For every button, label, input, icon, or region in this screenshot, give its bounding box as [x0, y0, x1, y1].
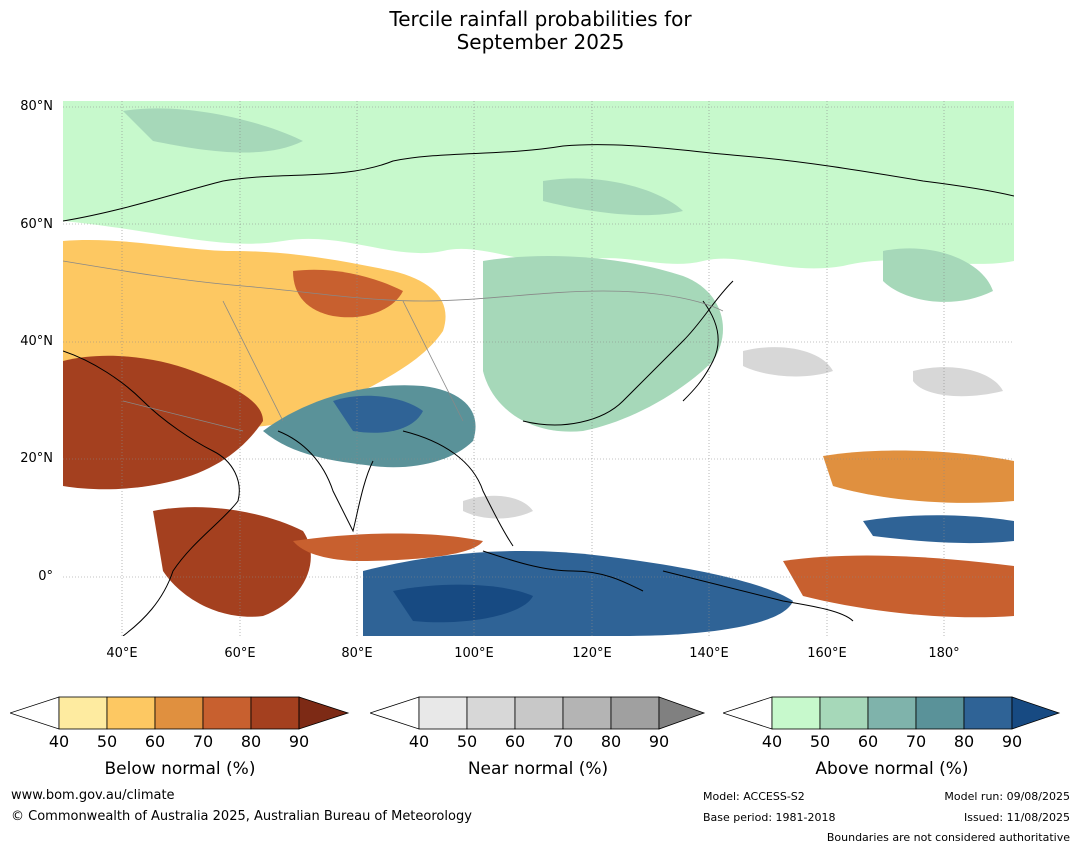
near-normal-swatch-1 — [418, 696, 468, 730]
below-normal-north-pacific — [823, 450, 1014, 503]
near-normal-title: Near normal (%) — [467, 759, 609, 779]
near-normal-patches — [463, 347, 1003, 519]
rainfall-probability-map — [63, 101, 1014, 636]
near-normal-swatch-3 — [514, 696, 564, 730]
above-normal-east-asia — [483, 256, 723, 432]
below-normal-swatch-3 — [154, 696, 204, 730]
colorbar-below-normal — [10, 696, 350, 730]
footer-model: Model: ACCESS-S2 — [703, 790, 805, 803]
lat-label-80n: 80°N — [20, 99, 53, 114]
lon-label-120e: 120°E — [572, 646, 612, 661]
lat-label-60n: 60°N — [20, 217, 53, 232]
above-normal-swatch-1 — [771, 696, 821, 730]
lon-label-40e: 40°E — [106, 646, 138, 661]
footer-base-period: Base period: 1981-2018 — [703, 811, 836, 824]
near-normal-swatch-4 — [562, 696, 612, 730]
above-normal-swatch-over — [1011, 696, 1061, 730]
lon-label-140e: 140°E — [689, 646, 729, 661]
lat-label-40n: 40°N — [20, 334, 53, 349]
above-normal-tick-60: 60 — [857, 732, 879, 751]
lon-label-60e: 60°E — [224, 646, 256, 661]
title-line-2: September 2025 — [456, 30, 625, 54]
above-normal-swatch-3 — [867, 696, 917, 730]
below-normal-tick-90: 90 — [288, 732, 310, 751]
near-normal-tick-70: 70 — [552, 732, 574, 751]
below-normal-tick-70: 70 — [192, 732, 214, 751]
below-normal-tick-50: 50 — [96, 732, 118, 751]
near-normal-tick-50: 50 — [456, 732, 478, 751]
below-normal-west-pacific — [783, 555, 1014, 618]
above-normal-pacific-band — [863, 515, 1014, 544]
below-normal-swatch-over — [298, 696, 350, 730]
above-normal-title: Above normal (%) — [815, 759, 969, 779]
above-normal-north-darker — [123, 108, 993, 302]
near-normal-swatch-5 — [610, 696, 660, 730]
above-normal-swatch-5 — [963, 696, 1013, 730]
below-normal-swatch-1 — [58, 696, 108, 730]
footer-boundaries-note: Boundaries are not considered authoritat… — [826, 831, 1070, 844]
lat-label-0: 0° — [38, 569, 53, 584]
above-normal-tick-80: 80 — [953, 732, 975, 751]
lon-label-100e: 100°E — [454, 646, 494, 661]
footer-website-link[interactable]: www.bom.gov.au/climate — [11, 788, 175, 803]
near-normal-swatch-2 — [466, 696, 516, 730]
below-normal-title: Below normal (%) — [104, 759, 256, 779]
above-normal-tick-40: 40 — [761, 732, 783, 751]
near-normal-tick-40: 40 — [408, 732, 430, 751]
above-normal-north — [63, 101, 1014, 269]
lon-label-80e: 80°E — [341, 646, 373, 661]
near-normal-swatch-over — [658, 696, 706, 730]
country-boundaries — [63, 260, 724, 432]
near-normal-tick-90: 90 — [648, 732, 670, 751]
near-normal-tick-80: 80 — [600, 732, 622, 751]
below-normal-tick-40: 40 — [48, 732, 70, 751]
above-normal-tick-50: 50 — [809, 732, 831, 751]
above-normal-tick-90: 90 — [1001, 732, 1023, 751]
below-normal-tick-60: 60 — [144, 732, 166, 751]
above-normal-swatch-4 — [915, 696, 965, 730]
footer-model-run: Model run: 09/08/2025 — [944, 790, 1070, 803]
lon-label-160e: 160°E — [807, 646, 847, 661]
below-normal-swatch-2 — [106, 696, 156, 730]
above-normal-bay — [333, 395, 423, 433]
below-normal-middle-east — [63, 355, 263, 490]
near-normal-swatch-under — [370, 696, 420, 730]
near-normal-tick-60: 60 — [504, 732, 526, 751]
above-normal-maritime-core — [393, 584, 533, 623]
coastlines — [63, 144, 1014, 636]
below-normal-swatch-4 — [202, 696, 252, 730]
map-title: Tercile rainfall probabilities for Septe… — [0, 8, 1081, 54]
map-svg — [63, 101, 1014, 636]
footer-copyright: © Commonwealth of Australia 2025, Austra… — [11, 809, 472, 824]
colorbar-near-normal — [370, 696, 706, 730]
below-normal-equator-band — [293, 533, 483, 561]
below-normal-arabian-sea — [153, 507, 311, 617]
below-normal-swatch-under — [10, 696, 60, 730]
below-normal-tibet — [293, 269, 403, 318]
footer-issued: Issued: 11/08/2025 — [963, 811, 1070, 824]
colorbar-above-normal — [723, 696, 1061, 730]
lat-label-20n: 20°N — [20, 451, 53, 466]
above-normal-swatch-under — [723, 696, 773, 730]
above-normal-swatch-2 — [819, 696, 869, 730]
above-normal-tick-70: 70 — [905, 732, 927, 751]
below-normal-tick-80: 80 — [240, 732, 262, 751]
title-line-1: Tercile rainfall probabilities for — [389, 7, 692, 31]
below-normal-swatch-5 — [250, 696, 300, 730]
lon-label-180: 180° — [928, 646, 960, 661]
